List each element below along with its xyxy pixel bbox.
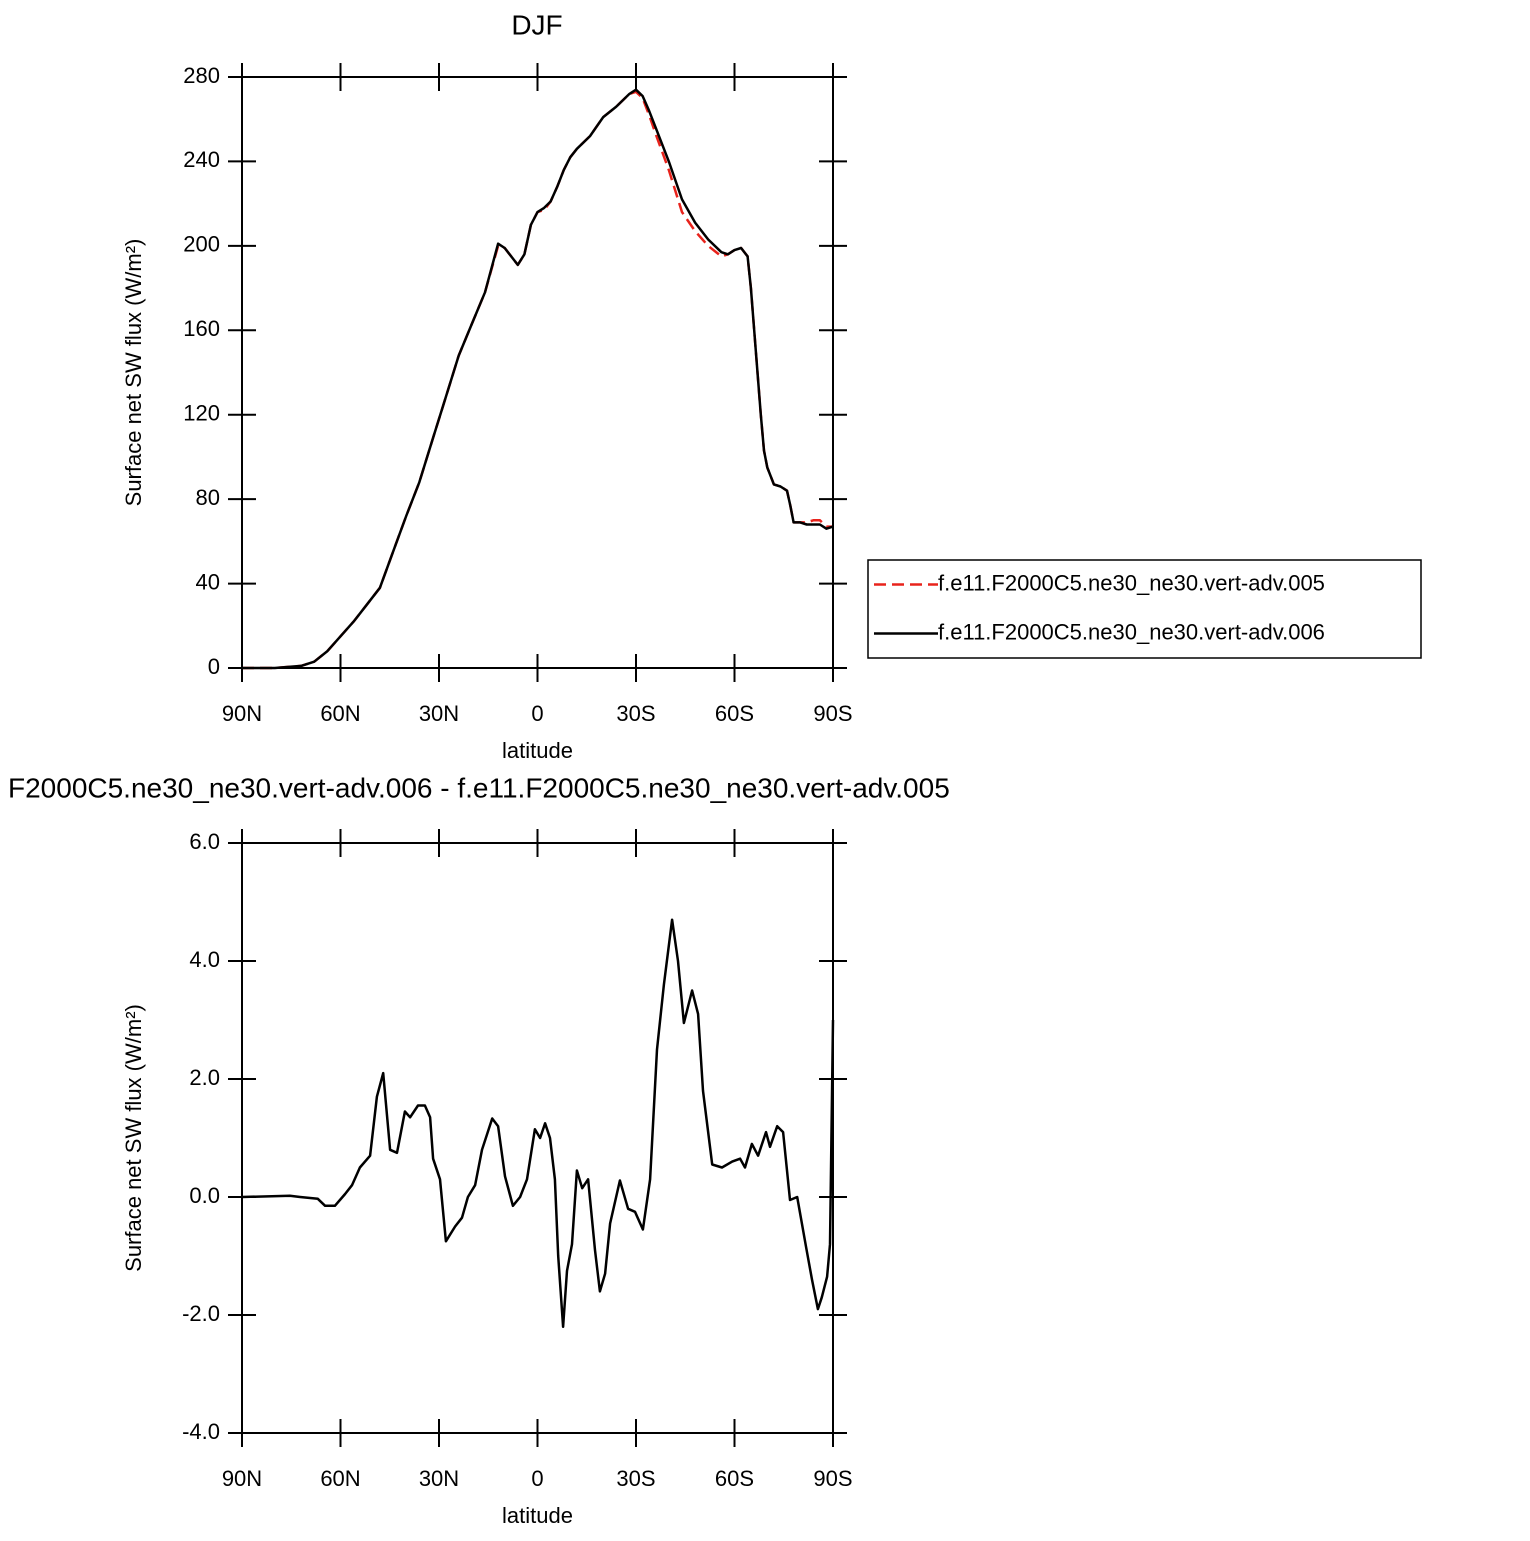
legend-label: f.e11.F2000C5.ne30_ne30.vert-adv.006 <box>938 619 1325 644</box>
x-tick-label: 30S <box>616 1466 655 1491</box>
x-tick-label: 30N <box>419 1466 459 1491</box>
y-tick-label: 160 <box>183 316 220 341</box>
legend-box <box>867 559 1422 659</box>
x-tick-label: 30N <box>419 701 459 726</box>
y-axis-label: Surface net SW flux (W/m²) <box>121 1004 146 1272</box>
data-line <box>242 90 833 670</box>
x-tick-label: 30S <box>616 701 655 726</box>
chart-title: F2000C5.ne30_ne30.vert-adv.006 - f.e11.F… <box>8 772 950 803</box>
y-tick-label: 2.0 <box>189 1065 220 1090</box>
x-axis-label: latitude <box>502 1503 573 1528</box>
y-tick-label: 40 <box>196 569 220 594</box>
plot-frame <box>241 76 834 669</box>
y-tick-label: 6.0 <box>189 829 220 854</box>
y-tick-label: 80 <box>196 485 220 510</box>
chart-title: DJF <box>511 9 562 40</box>
legend-label: f.e11.F2000C5.ne30_ne30.vert-adv.005 <box>938 570 1325 595</box>
y-tick-label: 0 <box>208 654 220 679</box>
data-line <box>241 918 835 1329</box>
y-tick-label: -4.0 <box>182 1419 220 1444</box>
y-tick-label: 120 <box>183 401 220 426</box>
y-tick-label: 280 <box>183 63 220 88</box>
x-tick-label: 0 <box>531 701 543 726</box>
data-line <box>242 88 834 670</box>
x-tick-label: 60S <box>715 701 754 726</box>
plot-frame <box>241 842 834 1434</box>
x-tick-label: 90S <box>813 1466 852 1491</box>
y-axis-label: Surface net SW flux (W/m²) <box>121 239 146 507</box>
y-tick-label: -2.0 <box>182 1301 220 1326</box>
x-tick-label: 0 <box>531 1466 543 1491</box>
x-tick-label: 90N <box>222 701 262 726</box>
y-tick-label: 200 <box>183 232 220 257</box>
x-tick-label: 60N <box>320 701 360 726</box>
x-tick-label: 60N <box>320 1466 360 1491</box>
x-tick-label: 60S <box>715 1466 754 1491</box>
y-tick-label: 240 <box>183 147 220 172</box>
y-tick-label: 4.0 <box>189 947 220 972</box>
x-axis-label: latitude <box>502 738 573 763</box>
x-tick-label: 90S <box>813 701 852 726</box>
x-tick-label: 90N <box>222 1466 262 1491</box>
y-tick-label: 0.0 <box>189 1183 220 1208</box>
